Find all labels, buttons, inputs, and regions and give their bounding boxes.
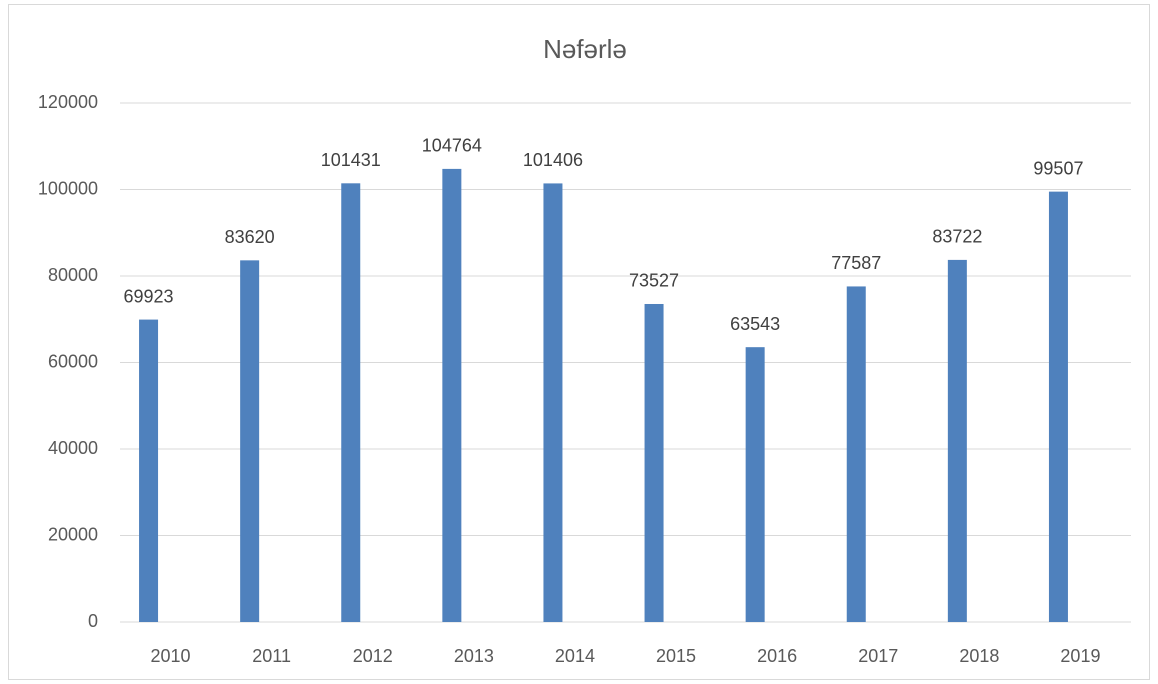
y-tick-label: 0: [88, 611, 98, 631]
bar: [947, 259, 967, 622]
chart-border: [8, 4, 1150, 680]
bar: [1048, 191, 1068, 623]
y-tick-label: 80000: [48, 265, 98, 285]
x-tick-label: 2018: [959, 646, 999, 666]
data-label: 83620: [225, 227, 275, 247]
y-tick-label: 20000: [48, 524, 98, 544]
data-label: 99507: [1033, 158, 1083, 178]
bar: [745, 347, 765, 622]
data-label: 69923: [124, 286, 174, 306]
x-tick-label: 2012: [353, 646, 393, 666]
y-tick-label: 40000: [48, 438, 98, 458]
chart-title: Nəfərlə: [543, 34, 627, 64]
x-tick-label: 2017: [858, 646, 898, 666]
bar: [442, 168, 462, 623]
bar: [341, 183, 361, 623]
bar: [240, 260, 260, 622]
data-label: 101431: [321, 150, 381, 170]
x-tick-label: 2016: [757, 646, 797, 666]
data-label: 83722: [932, 227, 982, 247]
x-tick-label: 2011: [252, 646, 291, 666]
x-tick-label: 2015: [656, 646, 696, 666]
data-label: 77587: [831, 253, 881, 273]
y-tick-label: 120000: [38, 92, 98, 112]
data-label: 104764: [422, 136, 482, 156]
x-tick-label: 2013: [454, 646, 494, 666]
x-tick-label: 2014: [555, 646, 595, 666]
bar: [139, 319, 159, 622]
data-label: 63543: [730, 314, 780, 334]
bar: [543, 183, 563, 622]
data-label: 73527: [629, 271, 679, 291]
data-label: 101406: [523, 150, 583, 170]
x-tick-label: 2019: [1060, 646, 1100, 666]
y-tick-label: 60000: [48, 351, 98, 371]
x-tick-label: 2010: [151, 646, 191, 666]
y-tick-label: 100000: [38, 178, 98, 198]
bar: [846, 286, 866, 622]
bar: [644, 303, 664, 622]
